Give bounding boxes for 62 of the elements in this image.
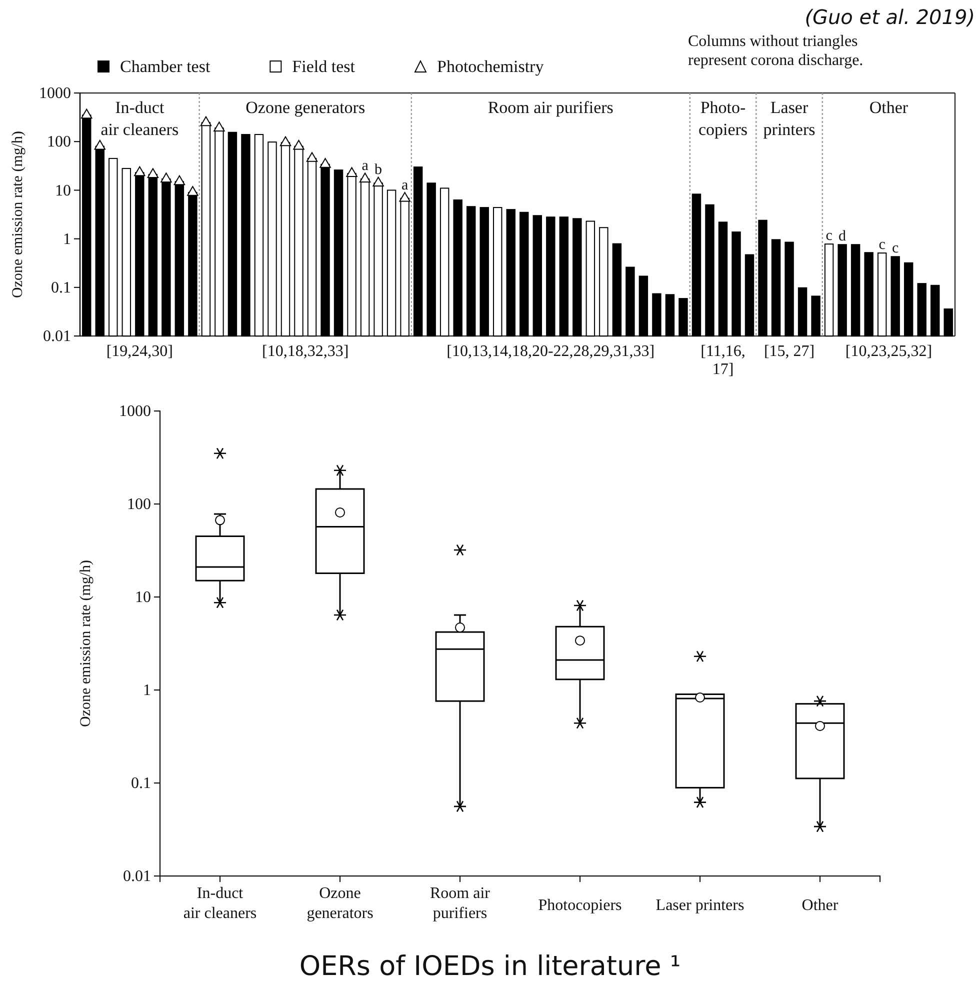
- x-tick-label: Laser printers: [656, 897, 744, 914]
- point: [187, 186, 198, 196]
- point: [147, 168, 159, 178]
- x-tick-label: Room air purifiers: [430, 885, 491, 922]
- text: [11,16, 17]: [700, 343, 746, 378]
- y-axis-title: Ozone emission rate (mg/h): [10, 130, 26, 298]
- data-label: a: [362, 158, 369, 174]
- y-tick-label: 1: [63, 230, 71, 248]
- point: [214, 122, 225, 132]
- x-tick-label: Photocopiers: [538, 897, 622, 914]
- point: [94, 140, 106, 150]
- point: [160, 172, 172, 182]
- annotation: Laser printers: [763, 98, 816, 139]
- data-label: a: [401, 177, 408, 194]
- y-tick-label: 0.1: [131, 775, 151, 792]
- point: [306, 152, 318, 162]
- x-tick-label: In-duct air cleaners: [183, 885, 257, 922]
- data-label: c: [878, 237, 886, 254]
- text: Columns without triangles represent corona discharge.: [688, 33, 864, 69]
- y-tick-label: 1000: [119, 403, 151, 420]
- y-tick-label: 10: [135, 589, 151, 606]
- text: [10,13,14,18,20-22,28,29,31,33]: [446, 343, 655, 360]
- point: [293, 140, 304, 150]
- point: [346, 167, 358, 177]
- annotation: Photo- copiers: [698, 98, 748, 139]
- point: [134, 166, 146, 176]
- point: [320, 158, 331, 168]
- annotation: Ozone generators: [246, 98, 366, 117]
- y-axis-title: Ozone emission rate (mg/h): [78, 560, 94, 728]
- text: [19,24,30]: [106, 343, 173, 360]
- y-tick-label: 0.01: [123, 868, 151, 886]
- text: [15, 27]: [764, 343, 815, 360]
- y-tick-label: 100: [47, 134, 71, 151]
- y-tick-label: 10: [55, 182, 71, 200]
- text: [10,18,32,33]: [262, 343, 349, 360]
- text: [10,23,25,32]: [845, 343, 932, 360]
- point: [359, 172, 371, 182]
- text: (Guo et al. 2019): [804, 5, 975, 29]
- point: [200, 116, 212, 126]
- point: [280, 136, 292, 146]
- legend-label: Chamber test: [120, 57, 210, 76]
- point: [81, 108, 92, 119]
- y-tick-label: 0.1: [51, 280, 71, 297]
- x-tick-label: Ozone generators: [306, 885, 374, 922]
- point: [174, 175, 186, 186]
- point: [372, 176, 384, 187]
- text: OERs of IOEDs in literature ¹: [299, 951, 681, 982]
- data-label: b: [374, 162, 382, 178]
- data-label: c: [892, 240, 900, 257]
- y-tick-label: 1000: [39, 85, 71, 102]
- data-label: d: [838, 228, 847, 245]
- annotation: Room air purifiers: [488, 98, 614, 117]
- legend-label: Photochemistry: [436, 57, 544, 76]
- x-tick-label: Other: [802, 897, 839, 914]
- y-tick-label: 0.01: [43, 328, 71, 346]
- legend-label: Field test: [292, 57, 356, 76]
- point: [399, 192, 410, 202]
- y-tick-label: 100: [127, 496, 151, 514]
- annotation: Other: [869, 98, 908, 117]
- data-label: c: [826, 228, 833, 244]
- y-tick-label: 1: [143, 682, 151, 700]
- annotation: In-duct air cleaners: [100, 98, 179, 139]
